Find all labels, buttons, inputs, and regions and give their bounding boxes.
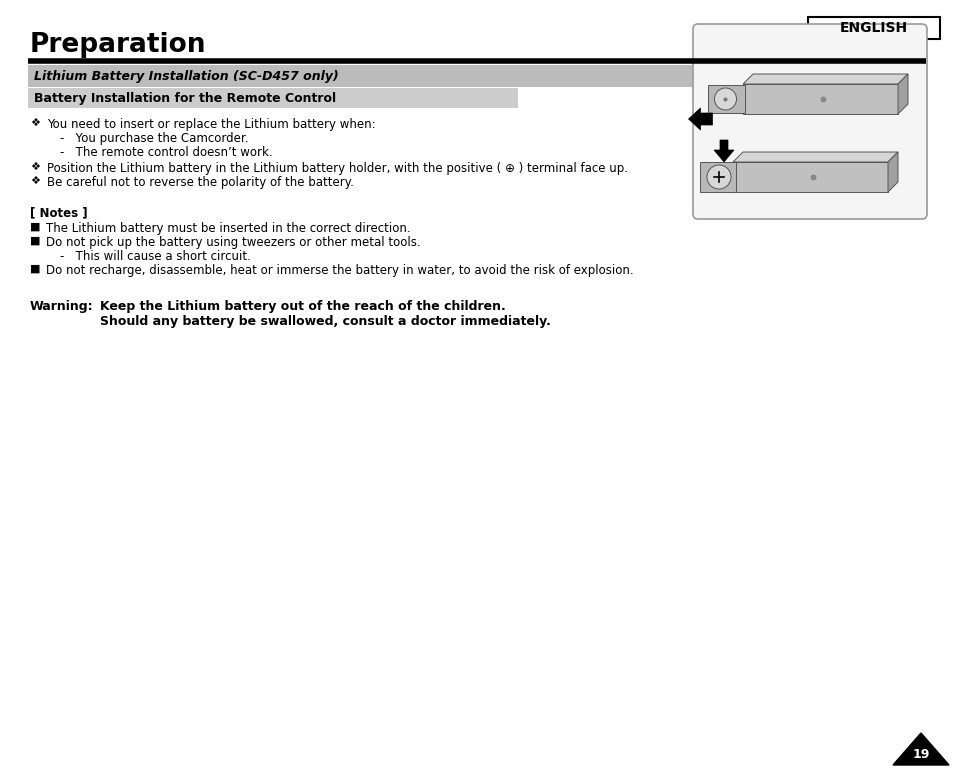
Text: Lithium Battery Installation (SC-D457 only): Lithium Battery Installation (SC-D457 on… — [34, 69, 338, 83]
Polygon shape — [688, 108, 712, 130]
Polygon shape — [892, 733, 948, 765]
Text: ❖: ❖ — [30, 162, 40, 172]
Polygon shape — [742, 74, 907, 84]
Text: Keep the Lithium battery out of the reach of the children.: Keep the Lithium battery out of the reac… — [100, 300, 505, 313]
Text: The Lithium battery must be inserted in the correct direction.: The Lithium battery must be inserted in … — [46, 222, 410, 235]
Polygon shape — [700, 162, 735, 192]
Polygon shape — [897, 74, 907, 114]
Text: ENGLISH: ENGLISH — [839, 21, 907, 35]
FancyBboxPatch shape — [692, 24, 926, 219]
Text: You need to insert or replace the Lithium battery when:: You need to insert or replace the Lithiu… — [47, 118, 375, 131]
Text: 19: 19 — [911, 749, 929, 762]
Polygon shape — [732, 152, 897, 162]
Text: ■: ■ — [30, 264, 40, 274]
Text: Be careful not to reverse the polarity of the battery.: Be careful not to reverse the polarity o… — [47, 176, 354, 189]
Text: ■: ■ — [30, 236, 40, 246]
Polygon shape — [887, 152, 897, 192]
Text: Warning:: Warning: — [30, 300, 93, 313]
Text: -   You purchase the Camcorder.: - You purchase the Camcorder. — [60, 132, 248, 145]
Text: ❖: ❖ — [30, 176, 40, 186]
Text: Do not recharge, disassemble, heat or immerse the battery in water, to avoid the: Do not recharge, disassemble, heat or im… — [46, 264, 633, 277]
Polygon shape — [713, 140, 733, 162]
Text: [ Notes ]: [ Notes ] — [30, 206, 88, 219]
FancyBboxPatch shape — [28, 88, 517, 108]
FancyBboxPatch shape — [807, 17, 939, 39]
FancyBboxPatch shape — [28, 65, 925, 87]
Circle shape — [714, 88, 736, 110]
Polygon shape — [732, 162, 887, 192]
Polygon shape — [707, 85, 744, 113]
Polygon shape — [742, 84, 897, 114]
Text: ❖: ❖ — [30, 118, 40, 128]
Text: -   The remote control doesn’t work.: - The remote control doesn’t work. — [60, 146, 273, 159]
Text: ■: ■ — [30, 222, 40, 232]
Text: Do not pick up the battery using tweezers or other metal tools.: Do not pick up the battery using tweezer… — [46, 236, 420, 249]
Text: Preparation: Preparation — [30, 32, 206, 58]
Text: Should any battery be swallowed, consult a doctor immediately.: Should any battery be swallowed, consult… — [100, 315, 550, 328]
Text: Position the Lithium battery in the Lithium battery holder, with the positive ( : Position the Lithium battery in the Lith… — [47, 162, 627, 175]
Text: -   This will cause a short circuit.: - This will cause a short circuit. — [60, 250, 251, 263]
Circle shape — [706, 165, 730, 189]
Text: Battery Installation for the Remote Control: Battery Installation for the Remote Cont… — [34, 91, 335, 104]
